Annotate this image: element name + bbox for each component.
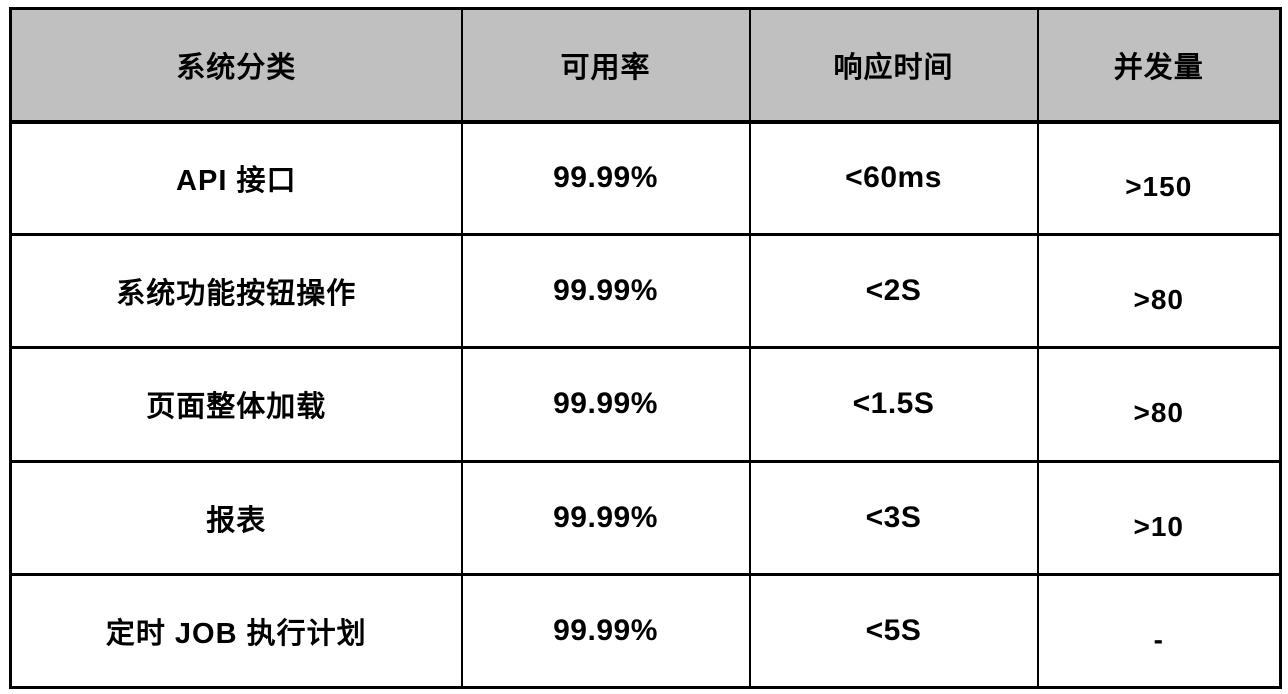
table-cell-availability: 99.99% [460,119,751,237]
table-row: 报表 99.99% <3S >10 [9,459,1282,576]
table-cell-concurrency: >80 [1036,233,1282,350]
table-cell-response-time: <5S [748,572,1039,690]
header-cell-concurrency: 并发量 [1036,7,1282,124]
table-cell-concurrency: >80 [1036,346,1282,463]
table-cell-system-category: 页面整体加载 [9,346,463,463]
performance-table: 系统分类 可用率 响应时间 并发量 API 接口 99.99% <60ms >150 系统功能… [9,7,1282,690]
performance-table-container: 系统分类 可用率 响应时间 并发量 API 接口 99.99% <60ms >150 系统功能… [9,7,1282,690]
table-cell-availability: 99.99% [460,233,751,350]
table-cell-system-category: 报表 [9,459,463,576]
header-row: 系统分类 可用率 响应时间 并发量 [9,7,1282,124]
header-cell-system-category: 系统分类 [9,7,463,124]
table-cell-availability: 99.99% [460,459,751,576]
table-cell-concurrency: - [1036,572,1282,690]
table-cell-system-category: API 接口 [9,119,463,237]
table-row: API 接口 99.99% <60ms >150 [9,119,1282,237]
table-header: 系统分类 可用率 响应时间 并发量 [9,7,1282,124]
table-cell-response-time: <2S [748,233,1039,350]
table-cell-system-category: 定时 JOB 执行计划 [9,572,463,690]
table-cell-response-time: <1.5S [748,346,1039,463]
header-cell-response-time: 响应时间 [748,7,1039,124]
table-cell-response-time: <3S [748,459,1039,576]
table-cell-concurrency: >150 [1036,119,1282,237]
table-row: 定时 JOB 执行计划 99.99% <5S - [9,572,1282,690]
table-body: API 接口 99.99% <60ms >150 系统功能按钮操作 99.99% <2S >8… [9,119,1282,690]
table-row: 页面整体加载 99.99% <1.5S >80 [9,346,1282,463]
table-cell-response-time: <60ms [748,119,1039,237]
table-cell-concurrency: >10 [1036,459,1282,576]
table-cell-system-category: 系统功能按钮操作 [9,233,463,350]
table-row: 系统功能按钮操作 99.99% <2S >80 [9,233,1282,350]
header-cell-availability: 可用率 [460,7,751,124]
table-cell-availability: 99.99% [460,572,751,690]
table-cell-availability: 99.99% [460,346,751,463]
